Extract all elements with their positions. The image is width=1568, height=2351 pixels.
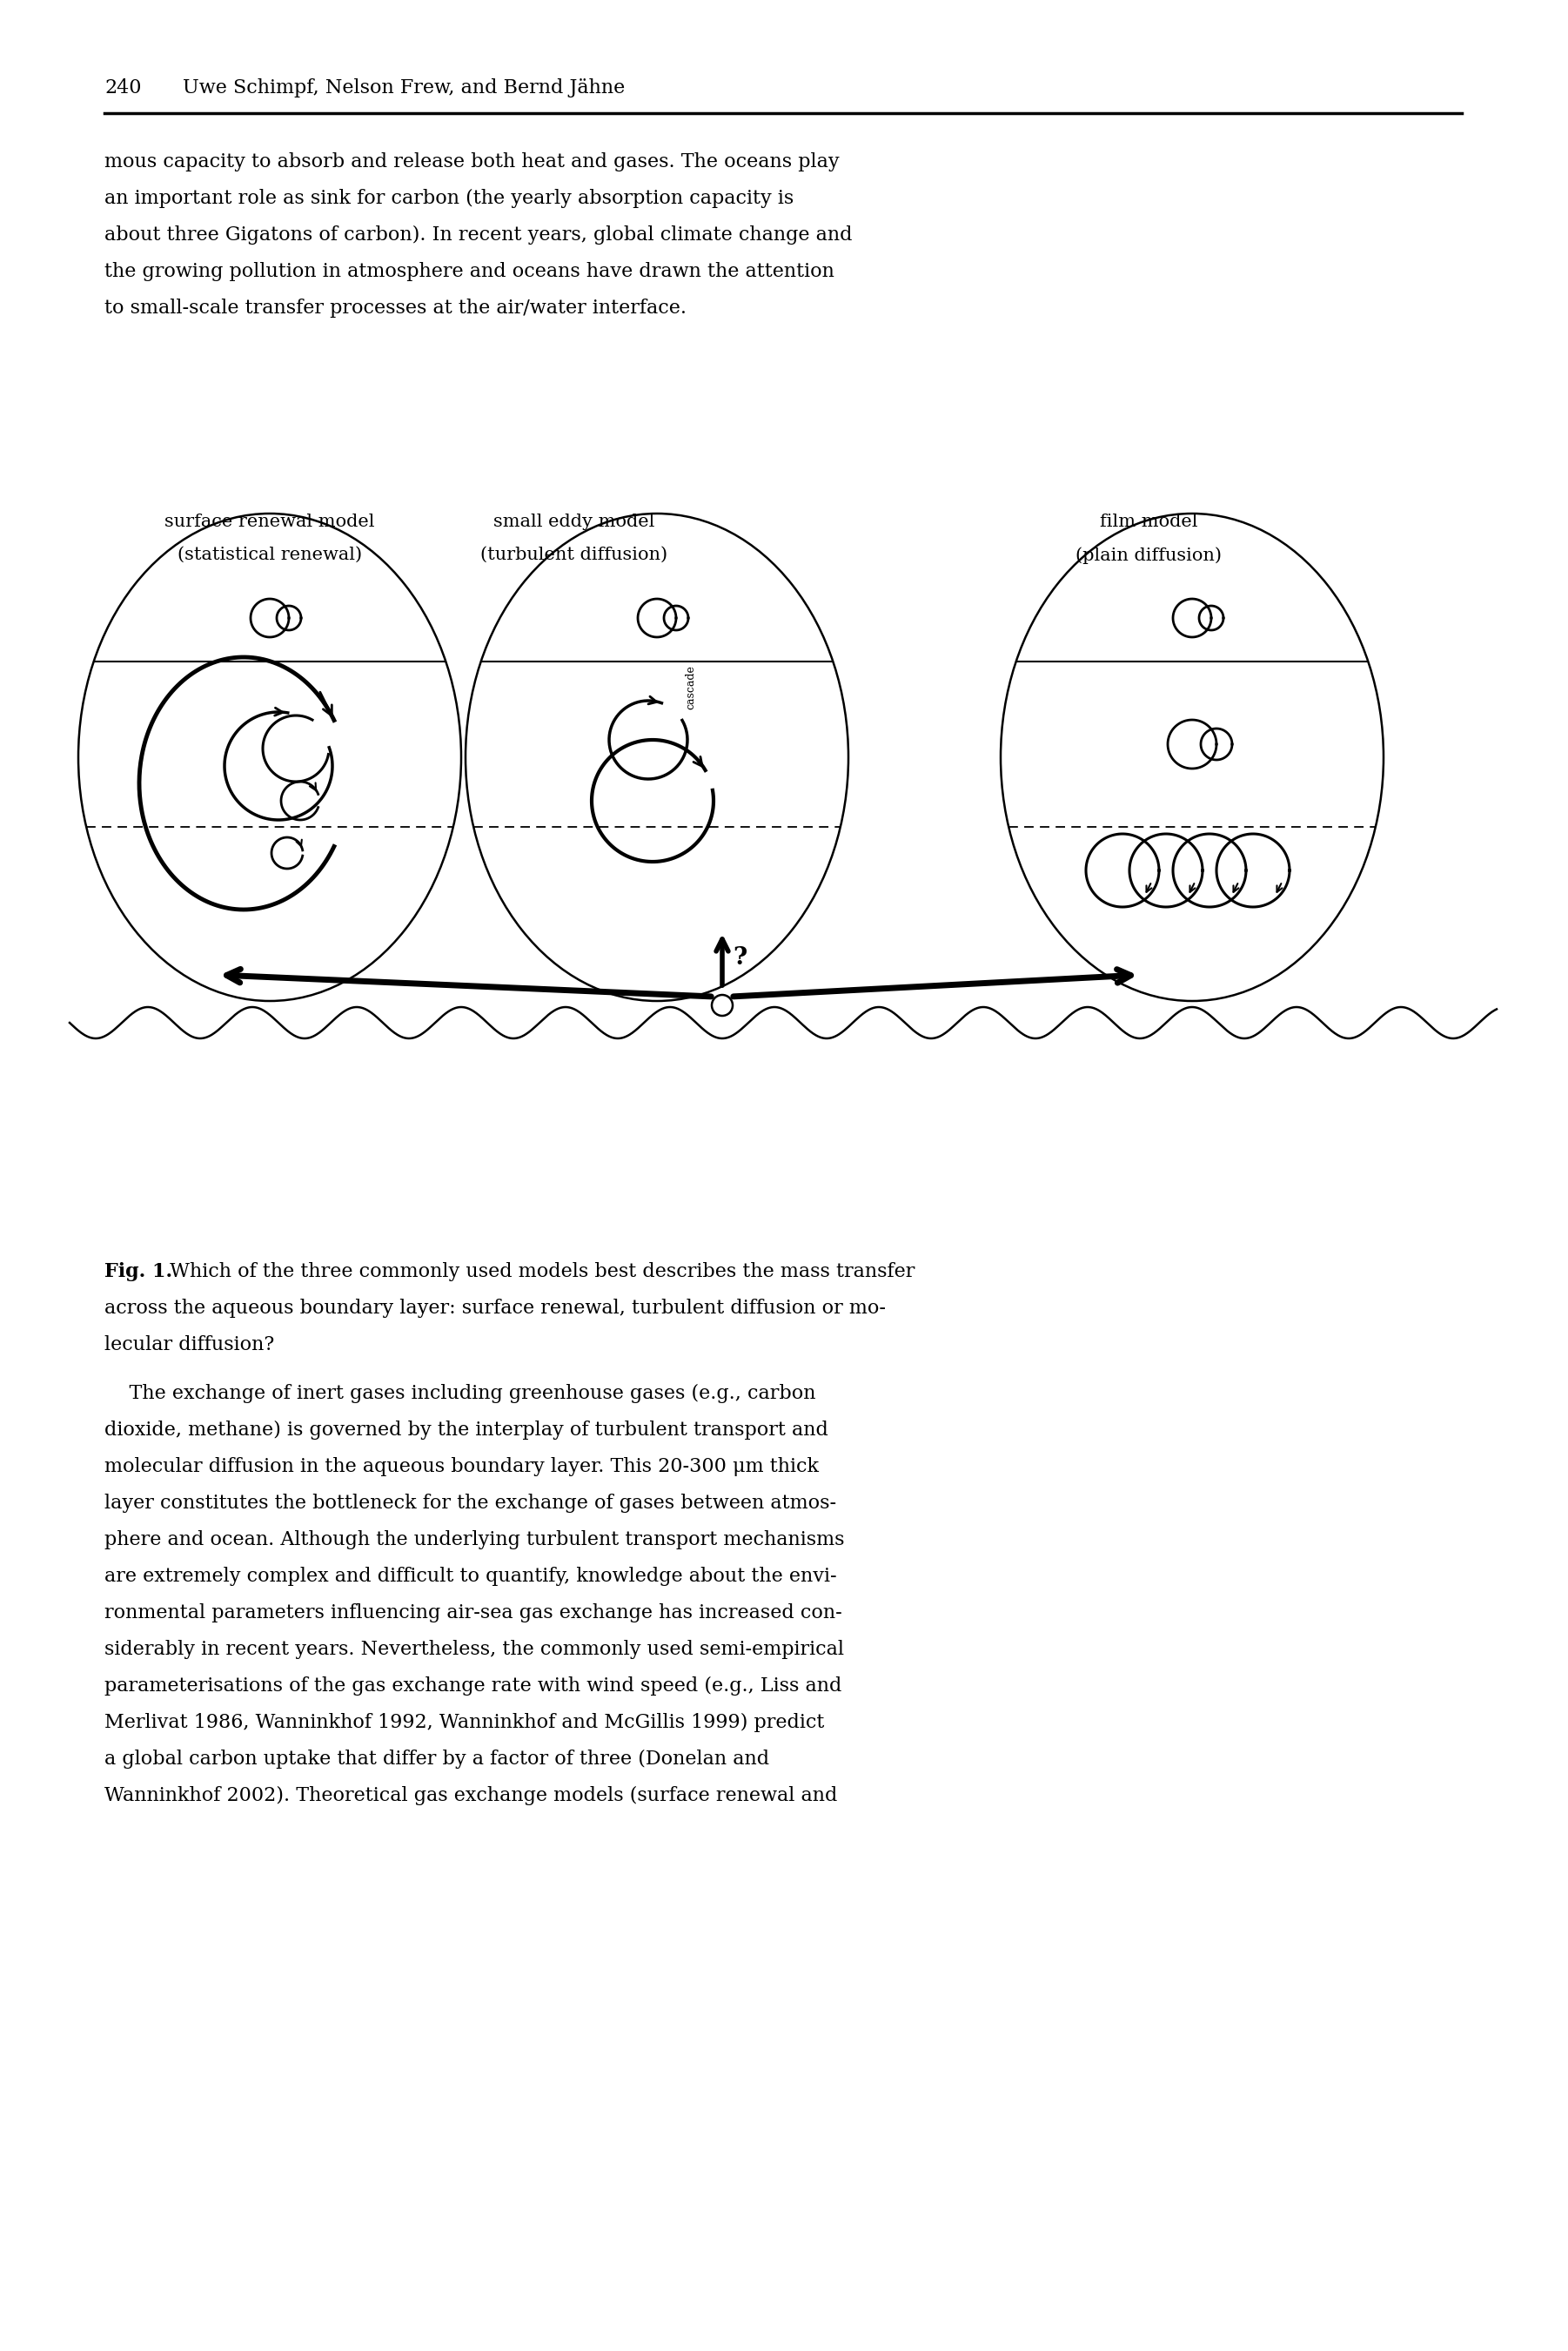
Text: lecular diffusion?: lecular diffusion? <box>105 1335 274 1354</box>
Text: ?: ? <box>732 945 746 969</box>
Text: parameterisations of the gas exchange rate with wind speed (e.g., Liss and: parameterisations of the gas exchange ra… <box>105 1676 842 1695</box>
Text: about three Gigatons of carbon). In recent years, global climate change and: about three Gigatons of carbon). In rece… <box>105 226 853 245</box>
Text: molecular diffusion in the aqueous boundary layer. This 20-300 μm thick: molecular diffusion in the aqueous bound… <box>105 1458 818 1476</box>
Text: (statistical renewal): (statistical renewal) <box>177 548 362 564</box>
Text: Uwe Schimpf, Nelson Frew, and Bernd Jähne: Uwe Schimpf, Nelson Frew, and Bernd Jähn… <box>183 78 626 96</box>
Text: Which of the three commonly used models best describes the mass transfer: Which of the three commonly used models … <box>163 1262 914 1281</box>
Text: layer constitutes the bottleneck for the exchange of gases between atmos-: layer constitutes the bottleneck for the… <box>105 1493 836 1512</box>
Text: a global carbon uptake that differ by a factor of three (Donelan and: a global carbon uptake that differ by a … <box>105 1749 770 1768</box>
Text: siderably in recent years. Nevertheless, the commonly used semi-empirical: siderably in recent years. Nevertheless,… <box>105 1641 844 1660</box>
Text: Fig. 1.: Fig. 1. <box>105 1262 172 1281</box>
Text: (plain diffusion): (plain diffusion) <box>1076 548 1221 564</box>
Text: cascade: cascade <box>685 665 696 710</box>
Text: small eddy model: small eddy model <box>494 513 655 529</box>
Text: phere and ocean. Although the underlying turbulent transport mechanisms: phere and ocean. Although the underlying… <box>105 1531 845 1549</box>
Text: 240: 240 <box>105 78 141 96</box>
Text: an important role as sink for carbon (the yearly absorption capacity is: an important role as sink for carbon (th… <box>105 188 793 209</box>
Text: Merlivat 1986, Wanninkhof 1992, Wanninkhof and McGillis 1999) predict: Merlivat 1986, Wanninkhof 1992, Wanninkh… <box>105 1714 825 1733</box>
Text: are extremely complex and difficult to quantify, knowledge about the envi-: are extremely complex and difficult to q… <box>105 1566 837 1587</box>
Text: Wanninkhof 2002). Theoretical gas exchange models (surface renewal and: Wanninkhof 2002). Theoretical gas exchan… <box>105 1787 837 1806</box>
Text: (turbulent diffusion): (turbulent diffusion) <box>481 548 668 564</box>
Text: the growing pollution in atmosphere and oceans have drawn the attention: the growing pollution in atmosphere and … <box>105 261 834 282</box>
Text: to small-scale transfer processes at the air/water interface.: to small-scale transfer processes at the… <box>105 299 687 317</box>
Text: mous capacity to absorb and release both heat and gases. The oceans play: mous capacity to absorb and release both… <box>105 153 839 172</box>
Text: The exchange of inert gases including greenhouse gases (e.g., carbon: The exchange of inert gases including gr… <box>105 1385 815 1404</box>
Text: across the aqueous boundary layer: surface renewal, turbulent diffusion or mo-: across the aqueous boundary layer: surfa… <box>105 1298 886 1319</box>
Text: ronmental parameters influencing air-sea gas exchange has increased con-: ronmental parameters influencing air-sea… <box>105 1603 842 1622</box>
Text: surface renewal model: surface renewal model <box>165 513 375 529</box>
Text: dioxide, methane) is governed by the interplay of turbulent transport and: dioxide, methane) is governed by the int… <box>105 1420 828 1439</box>
Text: film model: film model <box>1099 513 1198 529</box>
